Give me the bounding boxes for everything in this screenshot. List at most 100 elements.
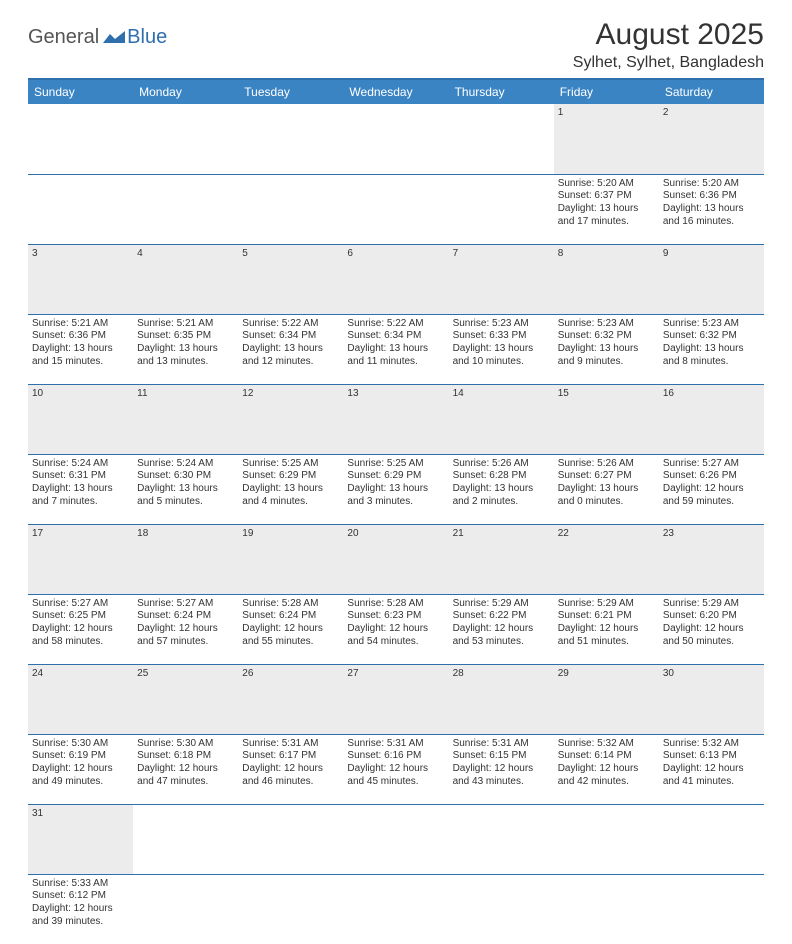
day-number-cell: 10 (28, 384, 133, 454)
day-detail-row: Sunrise: 5:20 AMSunset: 6:37 PMDaylight:… (28, 174, 764, 244)
daylight-text: Daylight: 13 hours and 17 minutes. (558, 203, 655, 229)
day-number-cell: 15 (554, 384, 659, 454)
sunset-text: Sunset: 6:33 PM (453, 330, 550, 343)
daynum-row: 10111213141516 (28, 384, 764, 454)
day-detail-cell: Sunrise: 5:20 AMSunset: 6:37 PMDaylight:… (554, 174, 659, 244)
sunrise-text: Sunrise: 5:23 AM (663, 318, 760, 331)
sunset-text: Sunset: 6:12 PM (32, 890, 129, 903)
sunrise-text: Sunrise: 5:31 AM (347, 738, 444, 751)
sunset-text: Sunset: 6:31 PM (32, 470, 129, 483)
day-detail-cell (238, 174, 343, 244)
sunrise-text: Sunrise: 5:26 AM (558, 458, 655, 471)
sunrise-text: Sunrise: 5:21 AM (32, 318, 129, 331)
sunrise-text: Sunrise: 5:27 AM (32, 598, 129, 611)
day-detail-cell (554, 874, 659, 944)
day-detail-cell: Sunrise: 5:31 AMSunset: 6:15 PMDaylight:… (449, 734, 554, 804)
sunset-text: Sunset: 6:13 PM (663, 750, 760, 763)
daylight-text: Daylight: 12 hours and 47 minutes. (137, 763, 234, 789)
weekday-header: Wednesday (343, 80, 448, 104)
calendar-body: 12Sunrise: 5:20 AMSunset: 6:37 PMDayligh… (28, 104, 764, 944)
daylight-text: Daylight: 13 hours and 0 minutes. (558, 483, 655, 509)
calendar-table: Sunday Monday Tuesday Wednesday Thursday… (28, 80, 764, 944)
day-number-cell: 13 (343, 384, 448, 454)
day-number-cell (133, 104, 238, 174)
daylight-text: Daylight: 12 hours and 53 minutes. (453, 623, 550, 649)
daylight-text: Daylight: 12 hours and 55 minutes. (242, 623, 339, 649)
day-detail-cell: Sunrise: 5:29 AMSunset: 6:20 PMDaylight:… (659, 594, 764, 664)
sunrise-text: Sunrise: 5:23 AM (453, 318, 550, 331)
day-number-cell (343, 804, 448, 874)
sunset-text: Sunset: 6:15 PM (453, 750, 550, 763)
sunset-text: Sunset: 6:37 PM (558, 190, 655, 203)
daylight-text: Daylight: 13 hours and 7 minutes. (32, 483, 129, 509)
day-detail-cell (659, 874, 764, 944)
sunrise-text: Sunrise: 5:29 AM (558, 598, 655, 611)
sunrise-text: Sunrise: 5:31 AM (453, 738, 550, 751)
day-detail-row: Sunrise: 5:24 AMSunset: 6:31 PMDaylight:… (28, 454, 764, 524)
daylight-text: Daylight: 13 hours and 8 minutes. (663, 343, 760, 369)
daynum-row: 3456789 (28, 244, 764, 314)
day-detail-cell: Sunrise: 5:23 AMSunset: 6:32 PMDaylight:… (659, 314, 764, 384)
day-detail-cell: Sunrise: 5:29 AMSunset: 6:22 PMDaylight:… (449, 594, 554, 664)
sunrise-text: Sunrise: 5:33 AM (32, 878, 129, 891)
daynum-row: 24252627282930 (28, 664, 764, 734)
day-number-cell: 30 (659, 664, 764, 734)
month-title: August 2025 (573, 18, 764, 52)
day-detail-cell: Sunrise: 5:30 AMSunset: 6:18 PMDaylight:… (133, 734, 238, 804)
day-detail-cell: Sunrise: 5:25 AMSunset: 6:29 PMDaylight:… (238, 454, 343, 524)
daylight-text: Daylight: 12 hours and 57 minutes. (137, 623, 234, 649)
day-number-cell: 9 (659, 244, 764, 314)
day-detail-cell: Sunrise: 5:32 AMSunset: 6:13 PMDaylight:… (659, 734, 764, 804)
sunset-text: Sunset: 6:29 PM (347, 470, 444, 483)
day-number-cell: 5 (238, 244, 343, 314)
daylight-text: Daylight: 12 hours and 45 minutes. (347, 763, 444, 789)
day-number-cell: 27 (343, 664, 448, 734)
day-number-cell (28, 104, 133, 174)
daylight-text: Daylight: 13 hours and 16 minutes. (663, 203, 760, 229)
sunrise-text: Sunrise: 5:30 AM (137, 738, 234, 751)
logo-text-general: General (28, 26, 99, 49)
day-number-cell (133, 804, 238, 874)
day-number-cell: 19 (238, 524, 343, 594)
day-detail-cell: Sunrise: 5:21 AMSunset: 6:35 PMDaylight:… (133, 314, 238, 384)
day-number-cell: 2 (659, 104, 764, 174)
daylight-text: Daylight: 13 hours and 3 minutes. (347, 483, 444, 509)
day-detail-cell: Sunrise: 5:27 AMSunset: 6:24 PMDaylight:… (133, 594, 238, 664)
day-detail-row: Sunrise: 5:21 AMSunset: 6:36 PMDaylight:… (28, 314, 764, 384)
day-number-cell: 23 (659, 524, 764, 594)
day-number-cell: 28 (449, 664, 554, 734)
day-detail-cell: Sunrise: 5:20 AMSunset: 6:36 PMDaylight:… (659, 174, 764, 244)
day-number-cell: 11 (133, 384, 238, 454)
daylight-text: Daylight: 13 hours and 4 minutes. (242, 483, 339, 509)
day-detail-cell: Sunrise: 5:33 AMSunset: 6:12 PMDaylight:… (28, 874, 133, 944)
day-number-cell (238, 804, 343, 874)
daynum-row: 31 (28, 804, 764, 874)
header: General Blue August 2025 Sylhet, Sylhet,… (28, 18, 764, 72)
day-number-cell: 3 (28, 244, 133, 314)
sunrise-text: Sunrise: 5:21 AM (137, 318, 234, 331)
sunrise-text: Sunrise: 5:29 AM (663, 598, 760, 611)
sunset-text: Sunset: 6:27 PM (558, 470, 655, 483)
daylight-text: Daylight: 13 hours and 15 minutes. (32, 343, 129, 369)
day-number-cell: 1 (554, 104, 659, 174)
daylight-text: Daylight: 13 hours and 13 minutes. (137, 343, 234, 369)
day-detail-cell: Sunrise: 5:26 AMSunset: 6:28 PMDaylight:… (449, 454, 554, 524)
sunrise-text: Sunrise: 5:32 AM (663, 738, 760, 751)
day-number-cell: 26 (238, 664, 343, 734)
sunrise-text: Sunrise: 5:24 AM (32, 458, 129, 471)
day-number-cell: 21 (449, 524, 554, 594)
day-detail-cell: Sunrise: 5:23 AMSunset: 6:33 PMDaylight:… (449, 314, 554, 384)
day-detail-cell: Sunrise: 5:25 AMSunset: 6:29 PMDaylight:… (343, 454, 448, 524)
day-number-cell: 31 (28, 804, 133, 874)
day-detail-cell (343, 174, 448, 244)
daylight-text: Daylight: 13 hours and 5 minutes. (137, 483, 234, 509)
day-number-cell (554, 804, 659, 874)
sunset-text: Sunset: 6:19 PM (32, 750, 129, 763)
sunrise-text: Sunrise: 5:31 AM (242, 738, 339, 751)
day-number-cell: 8 (554, 244, 659, 314)
title-block: August 2025 Sylhet, Sylhet, Bangladesh (573, 18, 764, 72)
day-detail-cell: Sunrise: 5:22 AMSunset: 6:34 PMDaylight:… (343, 314, 448, 384)
day-number-cell: 24 (28, 664, 133, 734)
day-number-cell: 20 (343, 524, 448, 594)
daylight-text: Daylight: 13 hours and 12 minutes. (242, 343, 339, 369)
